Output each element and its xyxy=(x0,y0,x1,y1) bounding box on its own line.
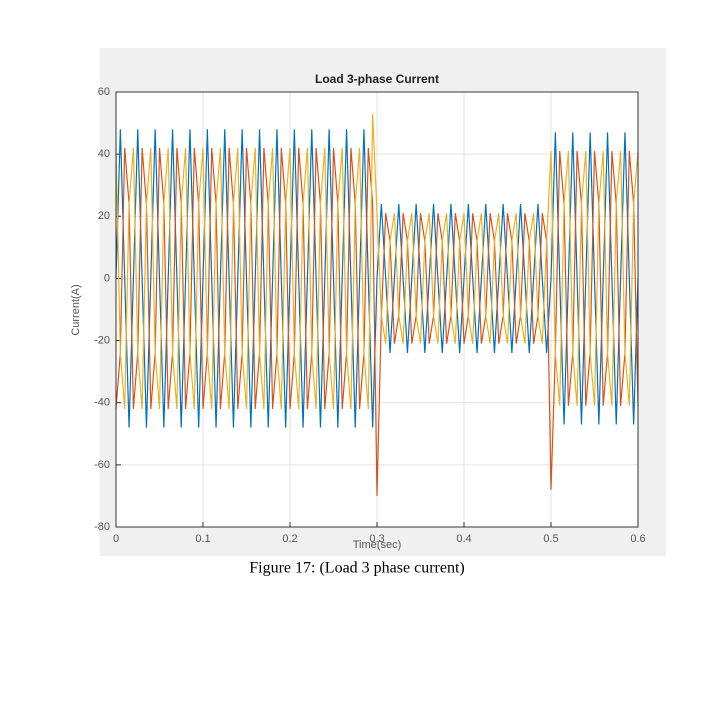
plot: -80 -60 -40 -20 0 20 40 60 0 0.1 0.2 0.3 0.4 0.5 0.6 xyxy=(94,86,646,545)
x-tick-label: 0 xyxy=(113,533,119,545)
plot-frame xyxy=(115,91,639,528)
y-tick-label: 60 xyxy=(98,86,110,98)
y-tick-label: 40 xyxy=(98,148,110,160)
series-line xyxy=(115,113,639,409)
chart-title: Load 3-phase Current xyxy=(315,72,439,86)
x-tick-label: 0.5 xyxy=(543,533,558,545)
y-tick-label: -40 xyxy=(94,397,110,409)
x-tick-label: 0.3 xyxy=(369,533,384,545)
x-tick-label: 0.6 xyxy=(630,533,645,545)
x-tick-label: 0.2 xyxy=(282,533,297,545)
figure-caption: Figure 17: (Load 3 phase current) xyxy=(249,560,464,577)
y-axis-label: Current(A) xyxy=(70,284,82,335)
y-tick-label: -60 xyxy=(94,459,110,471)
y-tick-label: 0 xyxy=(104,272,110,284)
x-axis-label: Time(sec) xyxy=(353,539,401,551)
x-tick-label: 0.4 xyxy=(456,533,471,545)
series-line xyxy=(115,129,639,428)
y-tick-label: -80 xyxy=(94,521,110,533)
y-tick-label: -20 xyxy=(94,334,110,346)
y-tick-label: 20 xyxy=(98,210,110,222)
series-line xyxy=(115,147,639,496)
x-tick-label: 0.1 xyxy=(195,533,210,545)
